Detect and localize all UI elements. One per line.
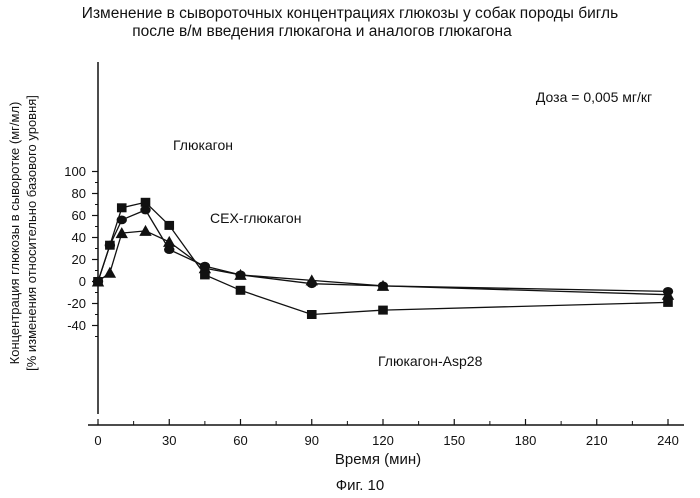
y-tick-label: 100	[64, 164, 86, 179]
x-axis-label: Время (мин)	[335, 451, 421, 468]
y-tick-label: 0	[79, 274, 86, 289]
series-square	[93, 198, 673, 319]
y-tick-label: 80	[72, 186, 86, 201]
series-triangle	[92, 225, 674, 300]
y-tick-label: 40	[72, 230, 86, 245]
data-point-square	[164, 221, 174, 230]
figure-caption: Фиг. 10	[336, 477, 384, 494]
data-point-square	[236, 286, 246, 295]
x-tick-label: 120	[372, 433, 394, 448]
series-line-square	[98, 202, 668, 314]
y-tick-label: 20	[72, 252, 86, 267]
series-label-glucagon-asp28: Глюкагон-Asp28	[378, 353, 483, 369]
data-point-square	[105, 241, 115, 250]
y-axis-label: Концентрация глюкозы в сыворотке (мг/мл)	[7, 102, 22, 365]
y-axis-label-secondary: [% изменения относительно базового уровн…	[24, 95, 39, 371]
data-point-triangle	[104, 267, 116, 278]
data-point-square	[117, 203, 127, 212]
dose-annotation: Доза = 0,005 мг/кг	[536, 89, 652, 105]
data-point-square	[307, 310, 317, 319]
x-tick-label: 240	[657, 433, 679, 448]
x-tick-label: 150	[443, 433, 465, 448]
x-tick-label: 210	[586, 433, 608, 448]
x-tick-label: 60	[233, 433, 247, 448]
series-line-circle	[98, 210, 668, 291]
x-tick-label: 0	[94, 433, 101, 448]
line-chart: Изменение в сывороточных концентрациях г…	[0, 0, 700, 498]
chart-title: Изменение в сывороточных концентрациях г…	[82, 5, 618, 22]
y-tick-label: -20	[67, 296, 86, 311]
data-point-square	[663, 298, 673, 307]
data-point-square	[200, 270, 210, 279]
x-tick-label: 180	[515, 433, 537, 448]
y-tick-label: 60	[72, 208, 86, 223]
data-point-square	[378, 306, 388, 315]
data-point-circle	[140, 206, 150, 215]
chart-subtitle: после в/м введения глюкагона и аналогов …	[132, 23, 512, 40]
series-label-cex-glucagon: СЕХ-глюкагон	[210, 210, 301, 226]
data-point-square	[141, 198, 151, 207]
x-tick-label: 90	[305, 433, 319, 448]
data-point-square	[93, 277, 103, 286]
chart-page: Изменение в сывороточных концентрациях г…	[0, 0, 700, 498]
series-label-glucagon: Глюкагон	[173, 137, 233, 153]
y-tick-label: -40	[67, 318, 86, 333]
x-tick-label: 30	[162, 433, 176, 448]
data-point-triangle	[139, 225, 151, 236]
